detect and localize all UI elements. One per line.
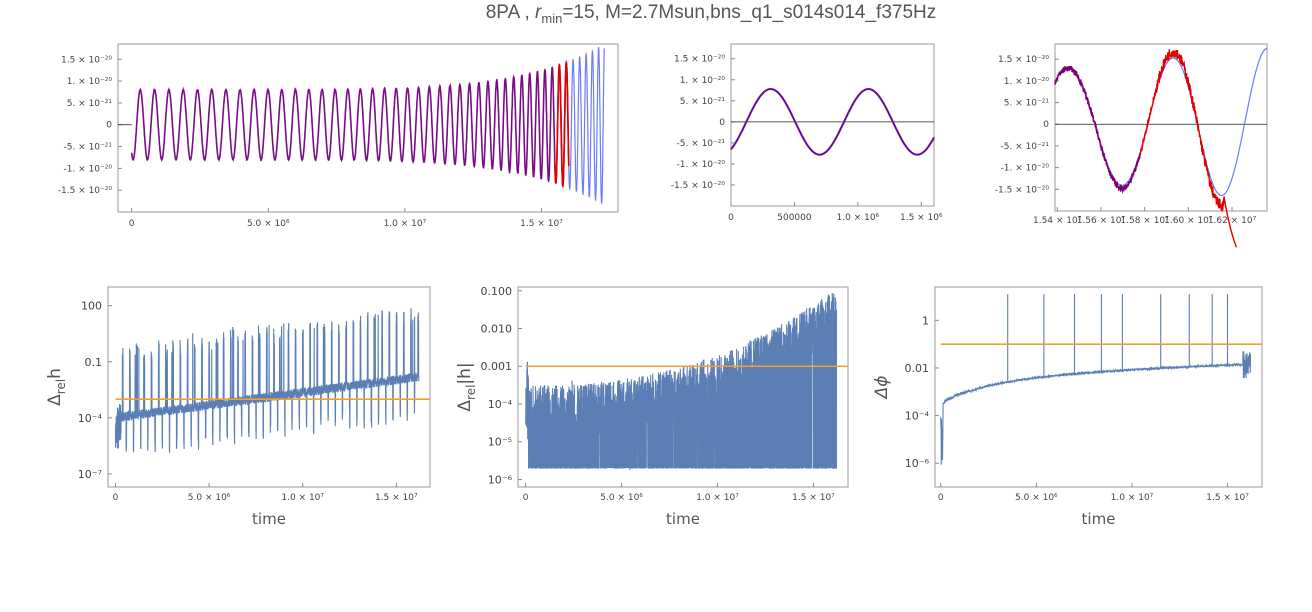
x-tick-label: 0 — [728, 213, 734, 223]
x-tick-label: 1.5 × 10⁷ — [1206, 493, 1249, 503]
y-tick-label: -1.5 × 10⁻²⁰ — [671, 181, 726, 191]
y-tick-label: 0 — [1043, 120, 1049, 130]
y-axis-label: Δϕ — [872, 376, 892, 401]
y-tick-label: -1. × 10⁻²⁰ — [676, 160, 725, 170]
strain-early-panel: 1.5 × 10⁻²⁰ 1. × 10⁻²⁰ 5. × 10⁻²¹ 0 -5. × 10… — [671, 43, 943, 223]
analytic-strain-series — [730, 88, 935, 156]
y-tick-label: 10⁻⁴ — [488, 398, 513, 411]
x-tick-label: 5.0 × 10⁶ — [188, 493, 231, 503]
y-tick-label: 1.5 × 10⁻²⁰ — [674, 55, 725, 65]
x-tick-label: 1.0 × 10⁷ — [696, 493, 739, 503]
x-tick-label: 5.0 × 10⁶ — [1015, 493, 1058, 503]
y-tick-label: 0.01 — [905, 362, 930, 375]
x-tick-label: 0 — [113, 493, 119, 503]
x-tick-label: 1.0 × 10⁷ — [1111, 493, 1154, 503]
y-tick-label: 10⁻⁶ — [905, 457, 930, 470]
plot-frame — [934, 286, 1263, 488]
x-tick-label: 5.0 × 10⁶ — [247, 219, 290, 229]
error-series — [525, 292, 838, 471]
x-tick-label: 1.5 × 10⁶ — [900, 213, 943, 223]
y-tick-label: -1.5 × 10⁻²⁰ — [995, 185, 1050, 195]
y-tick-label: 0.100 — [481, 285, 513, 298]
x-tick-label: 1.0 × 10⁶ — [837, 213, 880, 223]
y-tick-label: -5. × 10⁻²¹ — [676, 139, 725, 149]
y-tick-label: 1 — [922, 314, 929, 327]
x-tick-label: 1.5 × 10⁷ — [375, 493, 418, 503]
overlap-strain-series — [1054, 65, 1141, 194]
error-series — [114, 308, 420, 453]
phase-error-panel: 1 0.01 10⁻⁴ 10⁻⁶ 0 5.0 × 10⁶ 1.0 × 10⁷ 1.5 × 10… — [872, 286, 1263, 528]
y-tick-label: 5. × 10⁻²¹ — [680, 97, 726, 107]
x-tick-label: 1.60 × 10⁷ — [1164, 216, 1213, 226]
numerical-strain-series — [131, 46, 605, 204]
x-tick-label: 0 — [129, 219, 135, 229]
y-tick-label: 1. × 10⁻²⁰ — [1004, 77, 1050, 87]
x-tick-label: 0 — [938, 493, 944, 503]
x-tick-label: 1.5 × 10⁷ — [520, 219, 563, 229]
y-tick-label: 0 — [106, 121, 112, 131]
y-tick-label: 1. × 10⁻²⁰ — [680, 76, 726, 86]
plot-frame — [730, 43, 935, 207]
x-tick-label: 1.5 × 10⁷ — [792, 493, 835, 503]
analytic-strain-tail — [553, 60, 570, 189]
strain-full-panel: 1.5 × 10⁻²⁰ 1. × 10⁻²⁰ 5. × 10⁻²¹ 0 -5. × 10… — [58, 43, 619, 229]
x-tick-label: 1.54 × 10⁷ — [1033, 216, 1082, 226]
y-tick-label: 1.5 × 10⁻²⁰ — [998, 55, 1049, 65]
y-tick-label: 10⁻⁴ — [905, 410, 930, 423]
y-tick-label: -1. × 10⁻²⁰ — [1000, 164, 1049, 174]
x-tick-label: 500000 — [777, 213, 812, 223]
y-tick-label: -1. × 10⁻²⁰ — [63, 164, 112, 174]
rel-abs-h-error-panel: 0.100 0.010 0.001 10⁻⁴ 10⁻⁵ 10⁻⁶ 0 5.0 × 10⁶ 1.0… — [455, 285, 849, 528]
analytic-strain-series — [130, 60, 570, 189]
x-axis-label: time — [666, 510, 700, 528]
x-tick-label: 5.0 × 10⁶ — [600, 493, 643, 503]
y-tick-label: 5. × 10⁻²¹ — [1004, 99, 1050, 109]
y-axis-label: Δrelh — [45, 368, 68, 406]
y-tick-label: -5. × 10⁻²¹ — [1000, 142, 1049, 152]
y-tick-label: 10⁻⁷ — [78, 468, 102, 481]
error-series — [940, 294, 1252, 465]
y-tick-label: 0.010 — [481, 323, 513, 336]
x-axis-label: time — [1082, 510, 1116, 528]
y-tick-label: 0 — [719, 118, 725, 128]
x-tick-label: 0 — [523, 493, 529, 503]
y-tick-label: 1. × 10⁻²⁰ — [67, 77, 113, 87]
y-tick-label: -5. × 10⁻²¹ — [63, 143, 112, 153]
x-tick-label: 1.62 × 10⁷ — [1208, 216, 1257, 226]
y-tick-label: 0.001 — [481, 360, 513, 373]
figure-title: 8PA , rmin=15, M=2.7Msun,bns_q1_s014s014… — [485, 2, 937, 26]
plot-frame — [107, 286, 431, 488]
x-tick-label: 1.56 × 10⁷ — [1077, 216, 1126, 226]
y-tick-label: 100 — [81, 300, 102, 313]
y-tick-label: 10⁻⁶ — [488, 473, 513, 486]
y-tick-label: -1.5 × 10⁻²⁰ — [58, 186, 113, 196]
x-tick-label: 1.0 × 10⁷ — [384, 219, 427, 229]
y-tick-label: 10⁻⁴ — [78, 412, 103, 425]
y-tick-label: 1.5 × 10⁻²⁰ — [61, 55, 112, 65]
x-axis-label: time — [252, 510, 286, 528]
y-tick-label: 5. × 10⁻²¹ — [67, 99, 113, 109]
x-tick-label: 1.0 × 10⁷ — [281, 493, 324, 503]
plot-frame — [1054, 43, 1268, 212]
y-axis-label: Δrel|h| — [455, 362, 478, 411]
plot-frame — [117, 43, 619, 213]
plot-frame — [517, 286, 849, 488]
y-tick-label: 10⁻⁵ — [488, 436, 512, 449]
x-tick-label: 1.58 × 10⁷ — [1120, 216, 1169, 226]
y-tick-label: 0.1 — [85, 356, 103, 369]
rel-h-error-panel: 100 0.1 10⁻⁴ 10⁻⁷ 0 5.0 × 10⁶ 1.0 × 10⁷ 1.5 × 1… — [45, 286, 431, 528]
strain-late-panel: 1.5 × 10⁻²⁰ 1. × 10⁻²⁰ 5. × 10⁻²¹ 0 -5. × 10… — [995, 43, 1268, 248]
